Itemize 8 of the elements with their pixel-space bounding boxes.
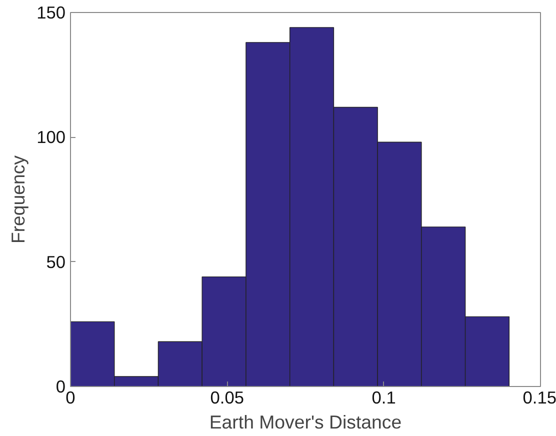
- y-tick-label: 50: [46, 252, 66, 272]
- x-tick-label: 0.15: [522, 388, 556, 408]
- y-axis-title: Frequency: [8, 154, 29, 244]
- x-axis-title: Earth Mover's Distance: [209, 412, 402, 432]
- x-tick-label: 0.1: [372, 388, 396, 408]
- x-tick-label: 0.05: [210, 388, 244, 408]
- y-tick-label: 100: [36, 127, 66, 148]
- y-tick-label: 150: [36, 2, 66, 22]
